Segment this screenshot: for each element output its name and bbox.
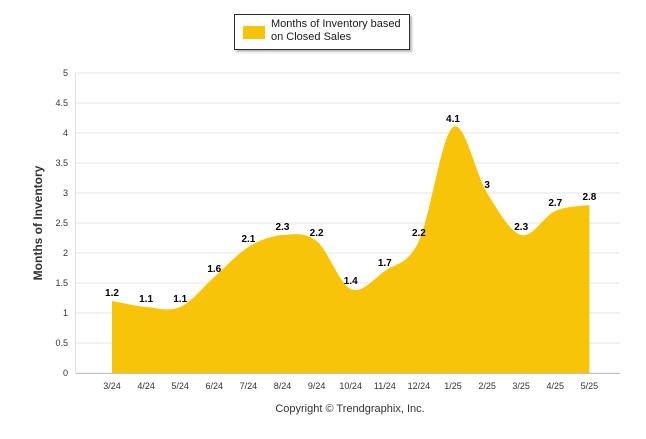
x-tick-label: 11/24 (374, 381, 396, 391)
legend-label: Months of Inventory based on Closed Sale… (271, 18, 401, 43)
x-tick-label: 1/25 (444, 381, 462, 391)
legend-swatch (243, 26, 265, 39)
x-tick-label: 5/25 (581, 381, 599, 391)
x-tick-label: 4/25 (547, 381, 565, 391)
x-tick-label: 3/25 (512, 381, 530, 391)
x-tick-label: 10/24 (339, 381, 362, 391)
data-label: 4.1 (446, 114, 460, 125)
x-tick-label: 8/24 (274, 381, 292, 391)
data-label: 2.8 (582, 192, 596, 203)
y-tick-label: 1.5 (55, 278, 68, 288)
x-tick-label: 4/24 (137, 381, 155, 391)
data-label: 1.4 (344, 276, 358, 287)
x-tick-label: 7/24 (240, 381, 258, 391)
x-tick-label: 6/24 (206, 381, 224, 391)
y-tick-label: 4.5 (55, 98, 68, 108)
legend[interactable]: Months of Inventory based on Closed Sale… (234, 14, 410, 50)
x-tick-label: 3/24 (103, 381, 121, 391)
y-tick-label: 0 (63, 368, 68, 378)
x-tick-labels: 3/24 4/24 5/24 6/24 7/24 8/24 9/24 10/24 11/24 12… (103, 381, 598, 391)
x-tick-label: 5/24 (171, 381, 189, 391)
data-label: 1.2 (105, 288, 119, 299)
data-label: 1.1 (173, 294, 187, 305)
data-label: 3 (484, 180, 490, 191)
data-label: 2.2 (412, 228, 426, 239)
area-fill (112, 126, 590, 374)
y-tick-label: 2 (63, 248, 68, 258)
y-tick-label: 5 (63, 68, 68, 78)
x-tick-label: 2/25 (478, 381, 496, 391)
y-tick-label: 3.5 (55, 158, 68, 168)
data-label: 2.7 (548, 198, 562, 209)
y-axis-title: Months of Inventory (31, 165, 45, 280)
data-label: 2.2 (310, 228, 324, 239)
y-tick-label: 0.5 (55, 338, 68, 348)
area-series (112, 126, 590, 374)
data-label: 1.7 (378, 258, 392, 269)
data-label: 1.1 (139, 294, 153, 305)
y-tick-label: 2.5 (55, 218, 68, 228)
y-tick-label: 4 (63, 128, 68, 138)
data-label: 2.1 (241, 234, 255, 245)
y-tick-label: 1 (63, 308, 68, 318)
y-tick-label: 3 (63, 188, 68, 198)
y-tick-labels: 0 0.5 1 1.5 2 2.5 3 3.5 4 4.5 5 (55, 68, 68, 378)
x-tick-label: 9/24 (308, 381, 326, 391)
x-tick-label: 12/24 (408, 381, 431, 391)
data-labels: 1.2 1.1 1.1 1.6 2.1 2.3 2.2 1.4 1.7 2.2 4.1 3 2.3 2.7… (105, 114, 597, 305)
data-label: 2.3 (514, 222, 528, 233)
data-label: 1.6 (207, 264, 221, 275)
copyright-text: Copyright © Trendgraphix, Inc. (275, 403, 425, 415)
axes (75, 73, 620, 374)
data-label: 2.3 (276, 222, 290, 233)
